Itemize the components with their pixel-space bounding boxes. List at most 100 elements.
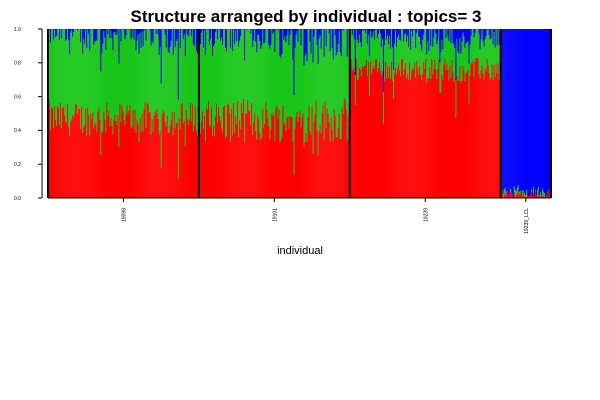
bar-topic2 [437, 40, 439, 69]
bar-topic1 [306, 141, 308, 198]
bar-topic2 [291, 30, 293, 118]
bar-topic1 [81, 106, 83, 198]
bar-topic2 [97, 29, 99, 112]
bar-topic1 [307, 117, 309, 198]
bar-topic1 [380, 75, 383, 198]
bar-topic2 [127, 29, 129, 114]
bar-topic3 [545, 29, 548, 196]
bar-topic2 [194, 29, 197, 108]
bar-topic2 [416, 32, 418, 61]
bar-topic3 [354, 29, 356, 76]
bar-topic3 [360, 29, 363, 47]
bar-topic3 [277, 29, 279, 31]
bar-topic2 [336, 52, 338, 138]
bar-topic2 [223, 29, 225, 107]
bar-topic1 [337, 127, 339, 198]
bar-topic1 [446, 63, 448, 199]
bar-topic2 [373, 40, 376, 69]
bar-topic3 [331, 29, 333, 49]
bar-topic2 [281, 54, 283, 138]
bar-topic3 [244, 29, 246, 61]
bar-topic1 [333, 108, 335, 198]
bar-topic1 [460, 83, 462, 198]
bar-topic1 [410, 79, 412, 198]
bar-topic1 [59, 124, 61, 198]
bar-topic1 [142, 131, 144, 198]
bar-topic2 [317, 64, 319, 156]
bar-topic3 [100, 29, 102, 72]
bar-topic2 [334, 35, 336, 116]
bar-topic2 [407, 35, 409, 75]
bar-topic3 [292, 29, 294, 61]
bar-topic1 [63, 106, 65, 198]
bar-topic3 [295, 29, 297, 35]
bar-topic1 [352, 67, 354, 198]
bar-topic3 [70, 29, 72, 33]
bar-topic2 [215, 31, 217, 117]
bar-topic2 [354, 75, 356, 105]
bar-topic3 [533, 29, 536, 198]
bar-topic3 [263, 29, 265, 43]
bar-topic3 [441, 29, 443, 40]
bar-topic1 [336, 137, 338, 198]
bar-topic2 [150, 45, 152, 135]
bar-topic2 [114, 31, 116, 115]
bar-topic2 [186, 34, 188, 120]
bar-topic1 [176, 122, 178, 198]
bar-topic2 [311, 29, 313, 108]
bar-topic2 [123, 29, 125, 120]
bar-topic2 [323, 56, 325, 141]
bar-topic2 [98, 29, 100, 109]
bar-topic2 [140, 47, 142, 132]
bar-topic1 [369, 61, 372, 198]
bar-topic2 [397, 37, 399, 69]
bar-topic1 [344, 100, 346, 198]
bar-topic2 [200, 32, 203, 122]
bar-topic1 [518, 194, 520, 198]
bar-topic3 [96, 29, 98, 41]
bar-topic3 [222, 29, 224, 46]
bar-topic3 [73, 29, 75, 33]
bar-topic2 [518, 191, 520, 195]
bar-topic3 [534, 29, 537, 190]
bar-topic1 [420, 74, 422, 198]
bar-topic1 [187, 124, 189, 198]
bar-topic1 [493, 64, 495, 199]
bar-topic1 [263, 127, 265, 198]
bar-topic1 [466, 72, 468, 198]
bar-topic2 [489, 39, 491, 80]
bar-topic1 [282, 105, 284, 198]
bar-topic2 [185, 29, 187, 110]
bar-topic2 [425, 29, 427, 59]
bar-topic2 [364, 32, 367, 66]
bar-topic2 [104, 37, 106, 120]
bar-topic1 [122, 111, 124, 198]
bar-topic3 [416, 29, 418, 33]
bar-topic1 [531, 196, 534, 198]
bar-topic3 [99, 29, 101, 30]
bar-topic2 [330, 29, 332, 117]
bar-topic1 [107, 115, 109, 198]
bar-topic1 [92, 112, 94, 198]
bar-topic2 [372, 31, 375, 67]
bar-topic2 [483, 46, 485, 80]
bar-topic1 [338, 113, 340, 198]
bar-topic2 [469, 44, 471, 76]
bar-topic2 [71, 30, 73, 120]
bar-topic3 [531, 29, 534, 197]
bar-topic3 [318, 29, 320, 39]
bar-topic2 [181, 29, 183, 103]
bar-topic3 [179, 29, 181, 49]
bar-topic1 [432, 74, 434, 198]
bar-topic2 [384, 45, 386, 81]
bar-topic3 [496, 29, 498, 46]
bar-topic3 [406, 29, 408, 42]
bar-topic1 [70, 121, 72, 198]
bar-topic1 [163, 112, 165, 198]
bar-topic1 [297, 121, 299, 198]
bar-topic2 [244, 60, 246, 142]
bar-topic1 [416, 60, 418, 198]
bar-topic1 [415, 77, 417, 198]
bar-topic2 [454, 48, 456, 78]
bar-topic3 [548, 29, 551, 190]
